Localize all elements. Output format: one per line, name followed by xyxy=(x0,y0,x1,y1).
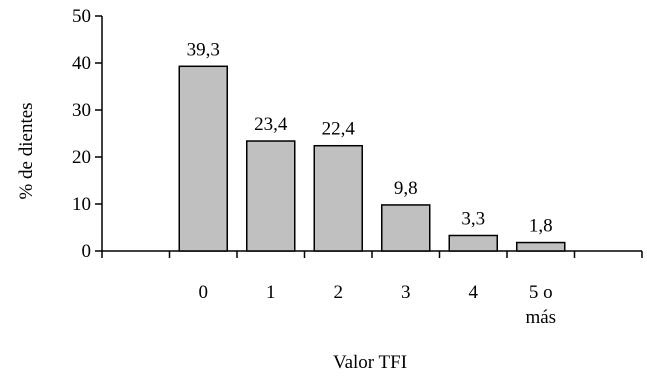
bar xyxy=(381,204,431,252)
y-tick-label: 10 xyxy=(72,194,91,215)
data-label: 22,4 xyxy=(322,119,356,140)
x-tick-label: 2 xyxy=(334,282,344,303)
x-axis-title: Valor TFI xyxy=(333,352,407,373)
x-tick-label: 1 xyxy=(266,282,276,303)
x-tick-label: 3 xyxy=(401,282,411,303)
x-tick-label: 0 xyxy=(199,282,209,303)
data-labels: 39,3 23,4 22,4 9,8 3,3 1,8 xyxy=(187,39,553,236)
bar xyxy=(516,241,566,252)
bar xyxy=(448,234,498,252)
y-tick-label: 20 xyxy=(72,147,91,168)
data-label: 9,8 xyxy=(394,178,418,199)
y-tick-label: 0 xyxy=(82,241,92,262)
data-label: 39,3 xyxy=(187,39,220,60)
x-tick-label: 5 o más xyxy=(525,282,556,328)
bar xyxy=(313,144,363,252)
data-label: 23,4 xyxy=(254,114,288,135)
y-tick-label: 50 xyxy=(72,6,91,27)
x-tick-label: 4 xyxy=(469,282,479,303)
y-axis: 0 10 20 30 40 50 xyxy=(72,6,103,262)
data-label: 3,3 xyxy=(461,208,485,229)
x-axis: 0 1 2 3 4 5 o más xyxy=(101,250,643,328)
y-axis-title: % de dientes xyxy=(16,102,37,199)
y-tick-label: 30 xyxy=(72,100,91,121)
bar xyxy=(246,140,296,252)
data-label: 1,8 xyxy=(529,216,553,237)
y-tick-label: 40 xyxy=(72,53,91,74)
bar xyxy=(178,65,228,252)
bars xyxy=(178,65,566,252)
